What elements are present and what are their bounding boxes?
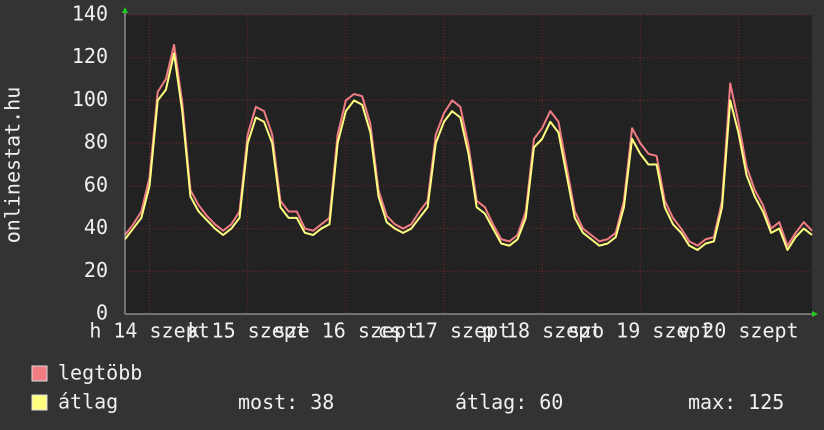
plot-area — [125, 15, 812, 314]
y-tick-label: 100 — [72, 87, 108, 111]
legend-swatch — [31, 394, 48, 411]
x-tick-label: v 20 szept — [678, 319, 798, 343]
stat-label: átlag: — [455, 390, 527, 414]
x-tick-label: p 18 szept — [482, 319, 602, 343]
stat: átlag: 60 — [455, 390, 563, 414]
y-arrow — [122, 7, 128, 13]
lines — [124, 43, 813, 251]
x-tick-label: k 15 szept — [187, 319, 307, 343]
x-arrow — [812, 311, 818, 317]
x-tick-label: sze 16 szept — [274, 319, 419, 343]
stat-value: 38 — [310, 390, 334, 414]
stat: most: 38 — [238, 390, 334, 414]
x-tick-label: szo 19 szept — [568, 319, 713, 343]
y-tick-label: 20 — [84, 258, 108, 282]
legend-swatch — [31, 365, 48, 382]
y-tick-label: 40 — [84, 215, 108, 239]
y-tick-label: 120 — [72, 44, 108, 68]
y-tick-label: 0 — [96, 301, 108, 325]
y-tick-label: 60 — [84, 172, 108, 196]
y-axis-label: onlinestat.hu — [1, 87, 25, 244]
stat-value: 125 — [748, 390, 784, 414]
y-tick-label: 140 — [72, 2, 108, 26]
stat-value: 60 — [539, 390, 563, 414]
legend-label: legtöbb — [58, 361, 142, 385]
x-tick-label: h 14 szept — [89, 319, 209, 343]
stat-label: most: — [238, 390, 298, 414]
stat-label: max: — [688, 390, 736, 414]
stat: max: 125 — [688, 390, 784, 414]
legend-label: átlag — [58, 390, 118, 414]
series-line — [124, 52, 813, 251]
y-tick-label: 80 — [84, 130, 108, 154]
x-tick-label: cs 17 szept — [378, 319, 510, 343]
